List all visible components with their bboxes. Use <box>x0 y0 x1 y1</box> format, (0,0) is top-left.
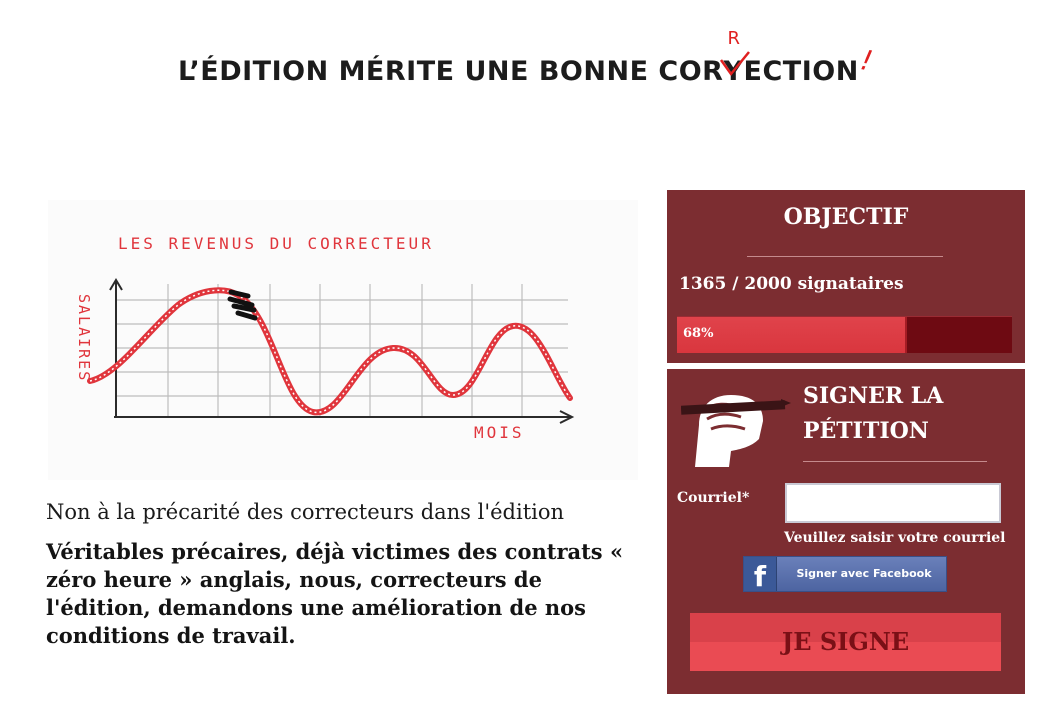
correction-mark-icon <box>720 51 751 77</box>
sign-title-line1: SIGNER LA <box>803 383 944 409</box>
email-input[interactable] <box>785 483 1001 523</box>
salary-wave-drawing: LES REVENUS DU CORRECTEUR SALAIRES MOIS <box>75 234 575 442</box>
exclamation-mark: ! <box>857 43 876 78</box>
sign-button[interactable]: JE SIGNE <box>690 613 1001 671</box>
petition-description: Véritables précaires, déjà victimes des … <box>46 539 624 648</box>
objective-title: OBJECTIF <box>783 204 909 230</box>
illustration-ylabel: SALAIRES <box>75 294 93 382</box>
petition-title: Non à la précarité des correcteurs dans … <box>46 500 565 524</box>
title-text-end: ECTION <box>743 56 859 87</box>
progress-bar: 68% <box>677 316 1012 353</box>
progress-bar-fill <box>677 317 907 353</box>
illustration-title: LES REVENUS DU CORRECTEUR <box>118 234 434 253</box>
divider <box>803 461 987 462</box>
objective-panel: OBJECTIF 1365 / 2000 signataires 68% <box>667 190 1025 363</box>
progress-label: 68% <box>683 326 714 341</box>
sign-title-line2: PÉTITION <box>803 418 929 444</box>
facebook-sign-button[interactable]: f Signer avec Facebook <box>743 556 947 592</box>
divider <box>747 256 943 257</box>
email-hint: Veuillez saisir votre courriel <box>784 530 1006 546</box>
illustration-xlabel: MOIS <box>474 423 525 442</box>
salary-illustration: LES REVENUS DU CORRECTEUR SALAIRES MOIS <box>48 200 638 480</box>
site-title: L’ÉDITION MÉRITE UNE BONNE CORY R ECTION! <box>178 28 918 94</box>
facebook-button-label: Signer avec Facebook <box>796 567 932 580</box>
sign-title: SIGNER LA PÉTITION <box>803 379 1013 449</box>
correction-letter: R <box>727 28 741 49</box>
signature-count: 1365 / 2000 signataires <box>679 274 904 294</box>
email-label: Courriel* <box>677 490 750 506</box>
raised-fist-pen-icon <box>681 377 791 467</box>
title-text-start: L’ÉDITION MÉRITE UNE BONNE COR <box>178 56 724 87</box>
sign-panel: SIGNER LA PÉTITION Courriel* Veuillez sa… <box>667 369 1025 694</box>
facebook-icon: f <box>744 557 777 591</box>
